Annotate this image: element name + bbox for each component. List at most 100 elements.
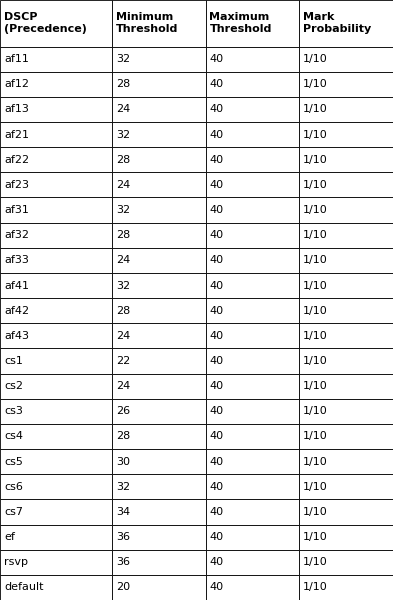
Bar (206, 298, 299, 323)
Text: 24: 24 (116, 256, 130, 265)
Text: 30: 30 (116, 457, 130, 467)
Bar (299, 147, 393, 172)
Bar (206, 273, 299, 298)
Text: af41: af41 (4, 281, 29, 290)
Bar (299, 524, 393, 550)
Bar (206, 550, 299, 575)
Text: 40: 40 (209, 457, 224, 467)
Bar (299, 424, 393, 449)
Text: 28: 28 (116, 230, 130, 240)
Bar (299, 550, 393, 575)
Bar (206, 0, 299, 47)
Text: 40: 40 (209, 431, 224, 442)
Bar (112, 47, 206, 71)
Bar (112, 399, 206, 424)
Bar (112, 223, 206, 248)
Text: 24: 24 (116, 104, 130, 115)
Text: af22: af22 (4, 155, 29, 165)
Bar (112, 474, 206, 499)
Bar (0, 399, 112, 424)
Text: 40: 40 (209, 381, 224, 391)
Text: 40: 40 (209, 583, 224, 592)
Text: 24: 24 (116, 331, 130, 341)
Bar (0, 0, 112, 47)
Text: 1/10: 1/10 (303, 180, 328, 190)
Bar (299, 349, 393, 374)
Bar (206, 71, 299, 97)
Text: 1/10: 1/10 (303, 281, 328, 290)
Bar (206, 474, 299, 499)
Text: 1/10: 1/10 (303, 54, 328, 64)
Bar (112, 349, 206, 374)
Bar (206, 323, 299, 349)
Text: 28: 28 (116, 155, 130, 165)
Bar (112, 575, 206, 600)
Text: 28: 28 (116, 305, 130, 316)
Text: 1/10: 1/10 (303, 230, 328, 240)
Bar (112, 374, 206, 399)
Bar (206, 399, 299, 424)
Bar (206, 424, 299, 449)
Bar (206, 172, 299, 197)
Bar (299, 298, 393, 323)
Text: cs3: cs3 (4, 406, 23, 416)
Bar (299, 449, 393, 474)
Text: 40: 40 (209, 406, 224, 416)
Text: 40: 40 (209, 79, 224, 89)
Text: 24: 24 (116, 180, 130, 190)
Bar (206, 147, 299, 172)
Text: af11: af11 (4, 54, 29, 64)
Bar (0, 575, 112, 600)
Text: 1/10: 1/10 (303, 457, 328, 467)
Bar (206, 499, 299, 524)
Text: 1/10: 1/10 (303, 155, 328, 165)
Text: 1/10: 1/10 (303, 381, 328, 391)
Bar (112, 197, 206, 223)
Bar (0, 499, 112, 524)
Bar (0, 223, 112, 248)
Bar (0, 323, 112, 349)
Text: 40: 40 (209, 256, 224, 265)
Bar (206, 197, 299, 223)
Bar (0, 524, 112, 550)
Text: default: default (4, 583, 44, 592)
Bar (206, 97, 299, 122)
Bar (206, 449, 299, 474)
Text: 32: 32 (116, 205, 130, 215)
Bar (299, 197, 393, 223)
Bar (0, 248, 112, 273)
Text: Maximum
Threshold: Maximum Threshold (209, 12, 272, 34)
Bar (299, 399, 393, 424)
Bar (0, 474, 112, 499)
Text: 40: 40 (209, 557, 224, 567)
Text: 1/10: 1/10 (303, 79, 328, 89)
Text: 40: 40 (209, 356, 224, 366)
Bar (112, 424, 206, 449)
Bar (299, 323, 393, 349)
Text: 40: 40 (209, 507, 224, 517)
Bar (112, 323, 206, 349)
Text: 26: 26 (116, 406, 130, 416)
Text: 40: 40 (209, 305, 224, 316)
Text: 40: 40 (209, 155, 224, 165)
Bar (112, 499, 206, 524)
Text: cs7: cs7 (4, 507, 23, 517)
Text: rsvp: rsvp (4, 557, 28, 567)
Text: cs5: cs5 (4, 457, 23, 467)
Text: cs4: cs4 (4, 431, 23, 442)
Text: 40: 40 (209, 532, 224, 542)
Bar (0, 298, 112, 323)
Text: 22: 22 (116, 356, 130, 366)
Text: cs6: cs6 (4, 482, 23, 492)
Bar (299, 575, 393, 600)
Bar (0, 374, 112, 399)
Text: af31: af31 (4, 205, 29, 215)
Text: 40: 40 (209, 482, 224, 492)
Text: 1/10: 1/10 (303, 331, 328, 341)
Bar (299, 223, 393, 248)
Bar (112, 524, 206, 550)
Text: 40: 40 (209, 205, 224, 215)
Text: 40: 40 (209, 281, 224, 290)
Bar (112, 122, 206, 147)
Text: 40: 40 (209, 230, 224, 240)
